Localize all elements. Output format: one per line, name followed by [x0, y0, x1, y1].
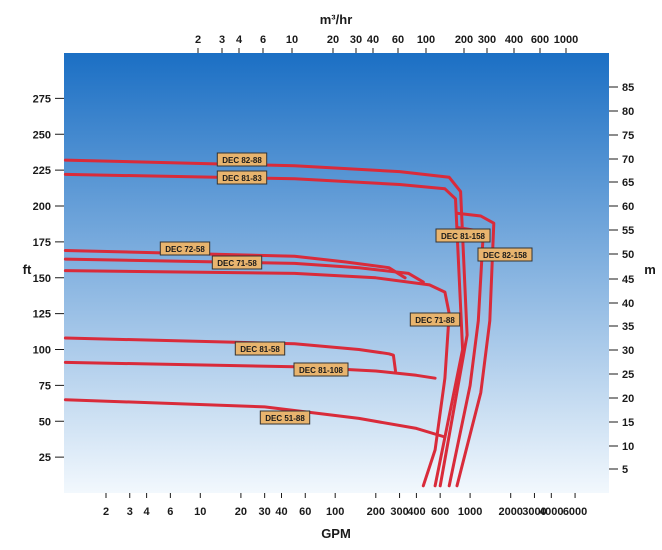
- right-axis: 5 10 15 20 25 30 35 40 45 50 55 60 65 70 75 80 85: [609, 82, 634, 476]
- x-bottom-tick-label: 10: [194, 506, 206, 518]
- x-bottom-tick-label: 2000: [498, 506, 522, 518]
- y-left-tick-label: 75: [39, 380, 51, 392]
- y-right-tick-label: 40: [622, 298, 634, 310]
- y-left-tick-label: 225: [33, 165, 51, 177]
- y-right-tick-label: 20: [622, 393, 634, 405]
- y-left-tick-label: 250: [33, 129, 51, 141]
- series-label: DEC 81-83: [222, 174, 262, 183]
- x-bottom-tick-label: 60: [299, 506, 311, 518]
- y-right-tick-label: 75: [622, 130, 634, 142]
- x-top-tick-label: 3: [219, 34, 225, 46]
- series-labels: DEC 82-88 DEC 81-83 DEC 81-158 DEC 82-158 DE…: [159, 152, 533, 425]
- x-top-tick-label: 200: [455, 34, 473, 46]
- y-left-tick-label: 275: [33, 93, 51, 105]
- y-right-tick-label: 60: [622, 201, 634, 213]
- top-axis: 2 3 4 6 10 20 30 40 60 100 200 300 400 600 1000: [195, 34, 578, 53]
- y-left-tick-label: 175: [33, 237, 51, 249]
- series-label: DEC 82-88: [222, 156, 262, 165]
- x-bottom-tick-label: 300: [390, 506, 408, 518]
- series-label-box: [216, 170, 268, 185]
- x-bottom-axis-title: GPM: [321, 526, 351, 541]
- series-label-box: [293, 362, 349, 377]
- y-right-tick-label: 65: [622, 177, 634, 189]
- y-right-tick-label: 35: [622, 321, 634, 333]
- series-label: DEC 71-88: [415, 316, 455, 325]
- series-curve: [455, 211, 496, 488]
- series-label: DEC 82-158: [483, 251, 528, 260]
- x-top-tick-label: 300: [478, 34, 496, 46]
- x-top-tick-label: 600: [531, 34, 549, 46]
- left-axis: 25 50 75 100 125 150 175 200 225 250 275: [33, 93, 64, 464]
- x-top-tick-label: 2: [195, 34, 201, 46]
- series-label: DEC 81-158: [441, 232, 486, 241]
- series-label-box: [409, 312, 461, 327]
- x-bottom-tick-label: 3: [127, 506, 133, 518]
- y-right-tick-label: 85: [622, 82, 634, 94]
- y-right-tick-label: 45: [622, 274, 634, 286]
- y-left-tick-label: 100: [33, 345, 51, 357]
- x-bottom-tick-label: 1000: [458, 506, 482, 518]
- y-left-tick-label: 25: [39, 452, 51, 464]
- x-bottom-tick-label: 2: [103, 506, 109, 518]
- x-bottom-tick-label: 30: [259, 506, 271, 518]
- y-left-tick-label: 200: [33, 201, 51, 213]
- x-top-tick-label: 4: [236, 34, 243, 46]
- series-curve: [63, 398, 447, 439]
- y-right-tick-label: 55: [622, 225, 634, 237]
- x-top-tick-label: 60: [392, 34, 404, 46]
- series-lines: [63, 158, 496, 488]
- x-top-tick-label: 1000: [554, 34, 578, 46]
- series-label: DEC 81-58: [240, 345, 280, 354]
- series-label-box: [216, 152, 268, 167]
- x-top-tick-label: 10: [286, 34, 298, 46]
- y-right-tick-label: 25: [622, 369, 634, 381]
- y-left-tick-label: 150: [33, 273, 51, 285]
- series-curve: [63, 269, 451, 488]
- y-right-axis-title: m: [644, 262, 656, 277]
- x-top-tick-label: 400: [505, 34, 523, 46]
- x-bottom-tick-label: 200: [367, 506, 385, 518]
- y-right-tick-label: 80: [622, 106, 634, 118]
- series-label-box: [435, 228, 491, 243]
- x-bottom-tick-label: 4000: [539, 506, 563, 518]
- x-bottom-tick-label: 4: [144, 506, 151, 518]
- series-label: DEC 71-58: [217, 259, 257, 268]
- x-bottom-tick-label: 100: [326, 506, 344, 518]
- y-right-tick-label: 50: [622, 249, 634, 261]
- y-left-tick-label: 50: [39, 416, 51, 428]
- series-curve: [63, 158, 469, 488]
- series-label-box: [477, 247, 533, 262]
- x-top-tick-label: 100: [417, 34, 435, 46]
- x-bottom-tick-label: 6: [167, 506, 173, 518]
- x-bottom-tick-label: 6000: [563, 506, 587, 518]
- y-left-tick-label: 125: [33, 309, 51, 321]
- y-right-tick-label: 30: [622, 345, 634, 357]
- y-right-tick-label: 5: [622, 464, 628, 476]
- y-left-axis-title: ft: [23, 262, 32, 277]
- series-curve: [63, 360, 437, 380]
- series-curve: [63, 172, 465, 488]
- series-label-box: [234, 341, 286, 356]
- x-top-axis-title: m³/hr: [320, 12, 353, 27]
- x-bottom-tick-label: 3000: [522, 506, 546, 518]
- series-label-box: [159, 241, 211, 256]
- x-top-tick-label: 6: [260, 34, 266, 46]
- y-right-tick-label: 10: [622, 441, 634, 453]
- x-bottom-tick-label: 600: [431, 506, 449, 518]
- x-bottom-tick-label: 40: [275, 506, 287, 518]
- y-right-tick-label: 70: [622, 154, 634, 166]
- series-label: DEC 72-58: [165, 245, 205, 254]
- series-label-box: [211, 255, 263, 270]
- x-top-tick-label: 30: [350, 34, 362, 46]
- series-label: DEC 81-108: [299, 366, 344, 375]
- x-bottom-tick-label: 20: [235, 506, 247, 518]
- y-right-tick-label: 15: [622, 417, 634, 429]
- x-bottom-tick-label: 400: [407, 506, 425, 518]
- series-label-box: [259, 410, 311, 425]
- x-top-tick-label: 20: [327, 34, 339, 46]
- series-label: DEC 51-88: [265, 414, 305, 423]
- x-top-tick-label: 40: [367, 34, 379, 46]
